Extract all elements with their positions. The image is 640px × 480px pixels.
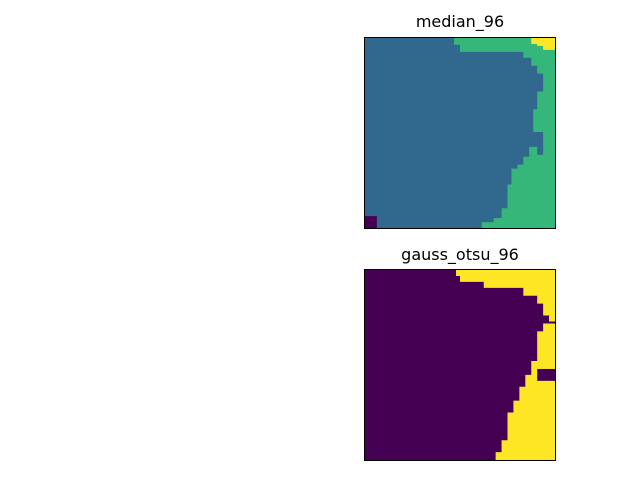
panel-title-gauss-otsu: gauss_otsu_96 — [401, 245, 519, 264]
median-region-yellow — [531, 38, 555, 50]
median-region-purple — [365, 216, 377, 228]
panel-title-median: median_96 — [415, 12, 505, 31]
gauss-otsu-image-svg — [365, 270, 555, 460]
gauss-otsu-region-purple-strip — [537, 368, 555, 381]
median-image-svg — [365, 38, 555, 228]
gauss-otsu-segmentation-image — [364, 269, 556, 461]
median-segmentation-image — [364, 37, 556, 229]
gauss-otsu-region-purple — [365, 270, 555, 460]
median-region-blue — [365, 38, 544, 228]
